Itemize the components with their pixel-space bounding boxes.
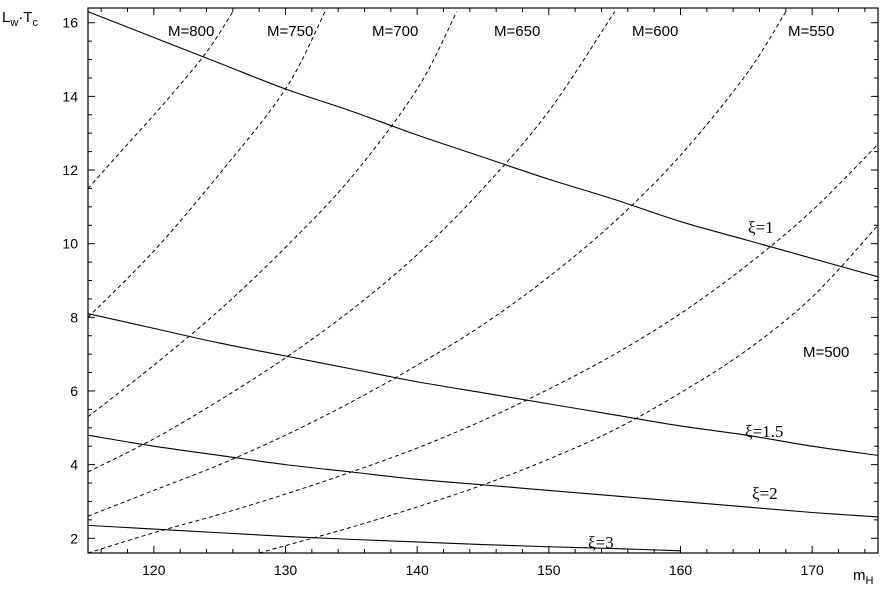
y-tick-label: 2 <box>70 530 78 546</box>
dashed-curve-m700 <box>88 11 458 418</box>
curve-label-m750: M=750 <box>267 23 313 40</box>
curve-label-m650: M=650 <box>494 23 540 40</box>
curve-label-xi3: ξ=3 <box>588 533 614 552</box>
y-tick-label: 8 <box>70 309 78 325</box>
dashed-curve-m550 <box>88 143 878 553</box>
x-tick-label: 150 <box>537 562 561 578</box>
x-tick-label: 120 <box>142 562 166 578</box>
dashed-curve-m500 <box>259 224 878 553</box>
plot-frame <box>87 7 879 554</box>
curve-label-xi15: ξ=1.5 <box>745 422 783 441</box>
solid-curve-1 <box>88 11 878 278</box>
y-tick-label: 4 <box>70 457 78 473</box>
dashed-curve-m650 <box>88 11 616 473</box>
x-tick-label: 160 <box>669 562 693 578</box>
x-tick-label: 130 <box>274 562 298 578</box>
x-axis-label: mH <box>853 567 874 585</box>
dashed-curve-m750 <box>88 11 326 318</box>
solid-curve-3 <box>88 434 878 518</box>
curve-label-m550: M=550 <box>788 23 834 40</box>
solid-curve-4 <box>88 524 681 552</box>
y-tick-label: 16 <box>62 15 78 31</box>
solid-curve-2 <box>88 313 878 456</box>
y-tick-label: 6 <box>70 383 78 399</box>
y-tick-label: 12 <box>62 162 78 178</box>
curve-label-m700: M=700 <box>372 23 418 40</box>
x-tick-label: 140 <box>405 562 429 578</box>
y-tick-label: 14 <box>62 88 78 104</box>
dashed-curve-m600 <box>88 11 787 517</box>
y-axis-label: Lw·Tc <box>2 9 38 29</box>
curve-label-m500: M=500 <box>803 344 849 361</box>
curve-label-xi2: ξ=2 <box>752 484 778 503</box>
curve-label-xi1: ξ=1 <box>748 218 774 237</box>
dashed-curve-m800 <box>88 11 234 189</box>
y-tick-label: 10 <box>62 236 78 252</box>
curve-label-m600: M=600 <box>632 23 678 40</box>
curve-label-m800: M=800 <box>168 23 214 40</box>
x-tick-label: 170 <box>800 562 824 578</box>
